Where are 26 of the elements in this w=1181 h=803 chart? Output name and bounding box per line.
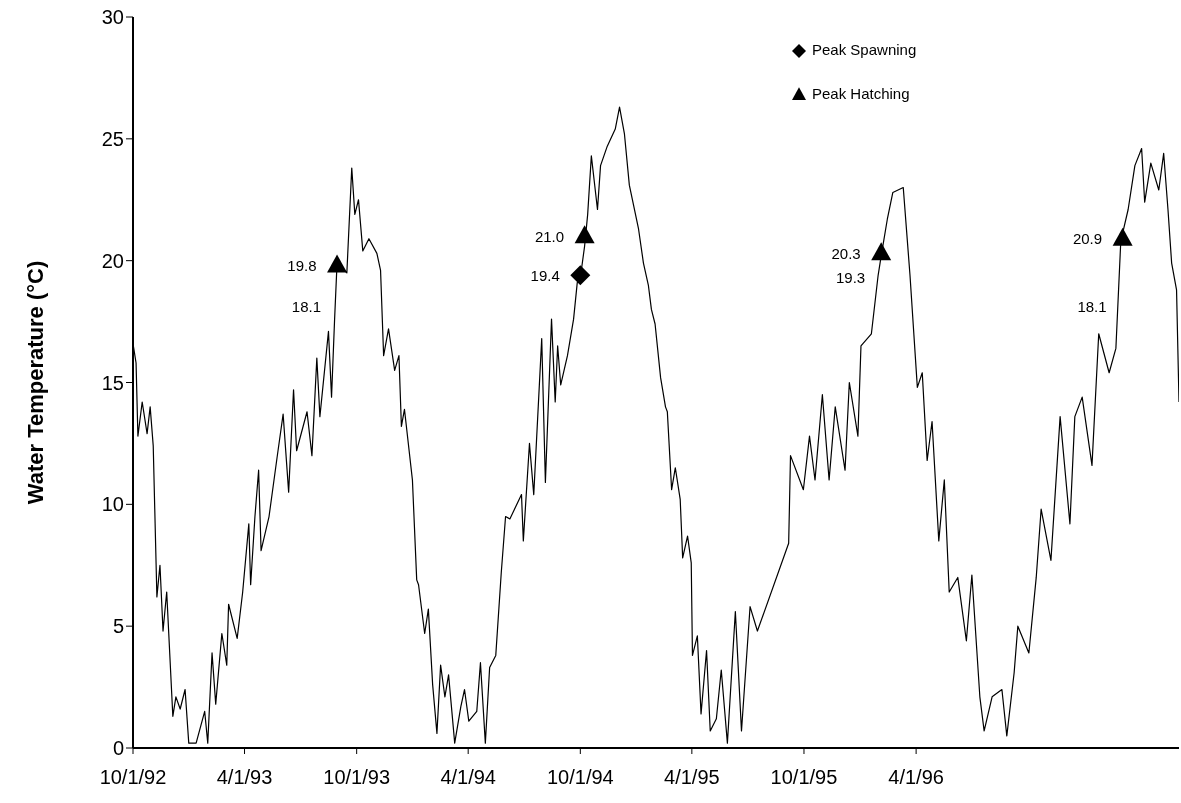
x-tick-label: 10/1/95 [770,766,838,789]
x-tick-label: 4/1/93 [216,766,273,789]
y-tick-label: 30 [101,6,124,29]
x-tick-label: 10/1/93 [323,766,391,789]
data-label: 20.3 [831,244,861,262]
x-tick-label: 10/1/94 [546,766,614,789]
legend-label: Peak Hatching [812,84,910,104]
x-tick-label: 4/1/96 [888,766,944,789]
y-tick-label: 0 [112,737,124,760]
data-label: 21.0 [534,227,565,245]
annotation: 18.1 [291,298,322,316]
y-tick-label: 10 [101,493,124,516]
y-tick-label: 15 [101,371,124,394]
y-axis-title: Water Temperature (°C) [22,260,48,505]
x-tick-label: 10/1/92 [99,766,167,789]
y-tick-label: 5 [112,615,124,638]
annotation: 18.1 [1077,298,1107,316]
data-label: 20.9 [1072,230,1103,248]
y-tick-label: 25 [101,127,124,150]
data-label: 19.4 [530,266,560,284]
x-tick-label: 4/1/94 [440,766,496,789]
data-label: 19.8 [287,256,317,274]
annotation: 19.3 [835,269,866,287]
x-tick-label: 4/1/95 [664,766,720,789]
y-tick-label: 20 [101,249,124,272]
legend-label: Peak Spawning [812,40,917,60]
